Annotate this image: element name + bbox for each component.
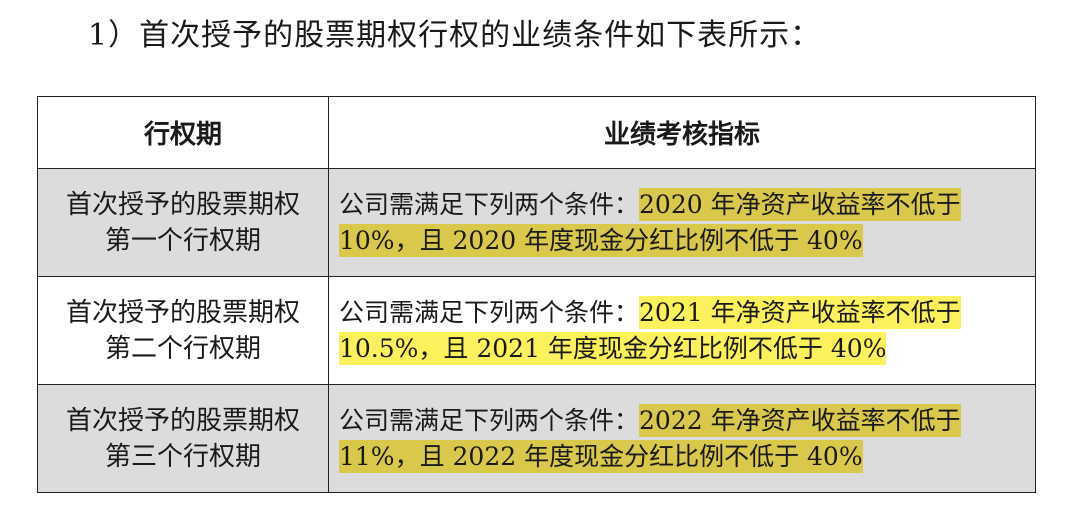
highlighted-condition-line-2: 11%，且 2022 年度现金分红比例不低于 40%: [339, 439, 863, 473]
performance-conditions-table: 行权期 业绩考核指标 首次授予的股票期权 第一个行权期 公司需满足下列两个条件：…: [37, 96, 1036, 493]
condition-prefix: 公司需满足下列两个条件：: [339, 297, 640, 327]
highlighted-condition-line-1: 2021 年净资产收益率不低于: [639, 295, 961, 329]
exercise-period-cell: 首次授予的股票期权 第三个行权期: [37, 384, 329, 493]
table-row: 首次授予的股票期权 第一个行权期 公司需满足下列两个条件：2020 年净资产收益…: [37, 168, 1036, 277]
period-line-1: 首次授予的股票期权: [65, 297, 300, 328]
period-line-2: 第三个行权期: [104, 441, 261, 472]
exercise-period-cell: 首次授予的股票期权 第二个行权期: [37, 276, 329, 385]
header-exercise-period: 行权期: [37, 96, 329, 169]
highlighted-condition-line-2: 10.5%，且 2021 年度现金分红比例不低于 40%: [339, 331, 887, 365]
highlighted-condition-line-1: 2020 年净资产收益率不低于: [639, 187, 961, 221]
condition-cell: 公司需满足下列两个条件：2022 年净资产收益率不低于 11%，且 2022 年…: [328, 384, 1036, 493]
highlighted-condition-line-1: 2022 年净资产收益率不低于: [639, 403, 961, 437]
condition-cell: 公司需满足下列两个条件：2020 年净资产收益率不低于 10%，且 2020 年…: [328, 168, 1036, 277]
period-line-1: 首次授予的股票期权: [65, 405, 300, 436]
condition-prefix: 公司需满足下列两个条件：: [339, 189, 640, 219]
exercise-period-cell: 首次授予的股票期权 第一个行权期: [37, 168, 329, 277]
period-line-1: 首次授予的股票期权: [65, 189, 300, 220]
table-header-row: 行权期 业绩考核指标: [37, 96, 1036, 169]
period-line-2: 第一个行权期: [104, 225, 261, 256]
condition-prefix: 公司需满足下列两个条件：: [339, 405, 640, 435]
condition-cell: 公司需满足下列两个条件：2021 年净资产收益率不低于 10.5%，且 2021…: [328, 276, 1036, 385]
table-row: 首次授予的股票期权 第二个行权期 公司需满足下列两个条件：2021 年净资产收益…: [37, 276, 1036, 385]
period-line-2: 第二个行权期: [104, 333, 261, 364]
table-row: 首次授予的股票期权 第三个行权期 公司需满足下列两个条件：2022 年净资产收益…: [37, 384, 1036, 493]
section-heading: 1）首次授予的股票期权行权的业绩条件如下表所示：: [88, 18, 822, 53]
highlighted-condition-line-2: 10%，且 2020 年度现金分红比例不低于 40%: [339, 223, 863, 257]
header-performance-indicator: 业绩考核指标: [328, 96, 1036, 169]
